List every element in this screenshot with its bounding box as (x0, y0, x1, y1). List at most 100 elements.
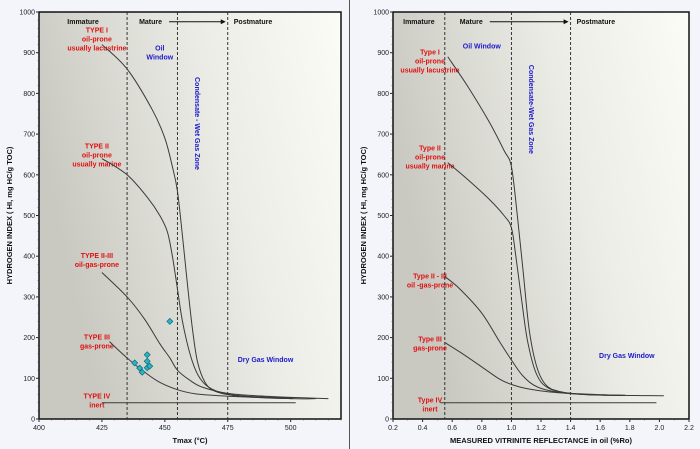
sample-point (146, 362, 154, 370)
y-tick-label: 0 (31, 417, 35, 424)
evolution-curve-type-iii (444, 342, 626, 396)
kerogen-type-label: TYPE II-III oil-gas-prone (75, 253, 119, 269)
x-tick-label: 500 (285, 425, 297, 432)
window-label-condensate-wet-gas-zone: Condensate - Wet Gas Zone (193, 77, 200, 170)
y-axis-label: HYDROGEN INDEX ( HI, mg HC/g TOC) (359, 146, 368, 284)
y-axis-label: HYDROGEN INDEX ( HI, mg HC/g TOC) (5, 146, 14, 284)
kerogen-type-label-line: Type II (419, 145, 441, 152)
sample-point (143, 357, 151, 365)
zone-label-postmature: Postmature (577, 19, 616, 26)
kerogen-type-label: Type II - III oil -gas-prone (407, 274, 453, 290)
kerogen-type-label-line: oil-prone (415, 59, 445, 66)
y-tick-label: 300 (377, 294, 389, 301)
x-tick-label: 2.2 (684, 425, 694, 432)
chart-tmax: 0 100 200 300 400 500 600 700 800 900 1000 400 425 45… (5, 10, 342, 445)
arrow-head-icon (220, 19, 226, 25)
window-label-oil-window: Oil Window (146, 46, 173, 62)
sample-point (131, 359, 139, 367)
kerogen-type-label-line: usually lacustrine (67, 45, 126, 52)
kerogen-type-label-line: oil-prone (82, 152, 112, 159)
kerogen-type-label: TYPE I oil-prone usually lacustrine (67, 27, 126, 52)
kerogen-type-label-line: inert (422, 407, 438, 414)
x-tick-label: 0.4 (418, 425, 428, 432)
y-tick-label: 100 (377, 376, 389, 383)
sample-point (143, 351, 151, 359)
x-tick-label: 400 (33, 425, 45, 432)
y-tick-label: 300 (23, 294, 35, 301)
kerogen-type-label: Type I oil-prone usually lacustrine (400, 50, 459, 75)
kerogen-type-label-line: usually marine (72, 161, 121, 168)
kerogen-type-label-line: Type IV (418, 398, 443, 405)
chart-ro: 0 100 200 300 400 500 600 700 800 900 1000 0.2 0.4 0.… (359, 10, 694, 446)
y-tick-label: 200 (23, 335, 35, 342)
x-tick-label: 0.8 (477, 425, 487, 432)
sample-point (136, 364, 144, 372)
x-tick-label: 1.0 (507, 425, 517, 432)
x-tick-label: 0.2 (388, 425, 398, 432)
kerogen-type-label: Type IV inert (418, 398, 443, 414)
kerogen-type-label: Type III gas-prone (413, 337, 447, 353)
x-tick-label: 0.6 (447, 425, 457, 432)
kerogen-type-label-line: gas-prone (413, 346, 447, 353)
window-label-line: Oil (155, 46, 164, 53)
window-label-line: Oil Window (463, 44, 502, 51)
x-tick-label: 1.8 (625, 425, 635, 432)
panel-separator (349, 0, 350, 449)
kerogen-type-label-line: TYPE IV (83, 394, 110, 401)
kerogen-type-label: Type II oil-prone usually marine (405, 145, 454, 170)
window-label-condensate-wet-gas-zone: Condensate-Wet Gas Zone (527, 65, 534, 154)
kerogen-type-label-line: Type I (420, 50, 440, 57)
y-tick-label: 700 (377, 132, 389, 139)
window-label-dry-gas-window: Dry Gas Window (238, 357, 294, 364)
x-axis-label: MEASURED VITRINITE REFLECTANCE in oil (%… (450, 436, 632, 445)
kerogen-type-label-line: TYPE II (85, 143, 109, 150)
sample-point (166, 317, 174, 325)
x-tick-label: 475 (222, 425, 234, 432)
kerogen-type-label-line: TYPE III (84, 335, 110, 342)
y-tick-label: 200 (377, 335, 389, 342)
zone-label-postmature: Postmature (234, 19, 273, 26)
y-tick-label: 900 (23, 50, 35, 57)
kerogen-type-label-line: TYPE I (86, 27, 108, 34)
kerogen-type-label-line: oil -gas-prone (407, 283, 453, 290)
window-label-line: Dry Gas Window (238, 357, 294, 364)
kerogen-type-label-line: oil-prone (82, 36, 112, 43)
x-tick-label: 425 (96, 425, 108, 432)
y-tick-label: 500 (23, 213, 35, 220)
y-tick-label: 100 (23, 376, 35, 383)
kerogen-type-label-line: gas-prone (80, 344, 114, 351)
window-label-oil-window: Oil Window (463, 44, 502, 51)
kerogen-type-label: TYPE IV inert (83, 394, 110, 410)
x-tick-label: 1.6 (595, 425, 605, 432)
kerogen-type-label-line: TYPE II-III (81, 253, 113, 260)
window-label-dry-gas-window: Dry Gas Window (599, 353, 655, 360)
plot-area (38, 11, 342, 420)
kerogen-type-label-line: oil-prone (415, 154, 445, 161)
y-tick-label: 600 (377, 172, 389, 179)
sample-point (138, 368, 146, 376)
plot-area (392, 11, 690, 420)
y-tick-label: 400 (23, 254, 35, 261)
zone-label-immature: Immature (403, 19, 435, 26)
y-tick-label: 1000 (19, 10, 35, 17)
y-tick-label: 800 (23, 91, 35, 98)
kerogen-type-label-line: oil-gas-prone (75, 262, 119, 269)
y-tick-label: 800 (377, 91, 389, 98)
x-tick-label: 1.2 (536, 425, 546, 432)
kerogen-type-label-line: inert (89, 403, 105, 410)
kerogen-type-label-line: Type II - III (413, 274, 447, 281)
x-tick-label: 1.4 (566, 425, 576, 432)
kerogen-type-label-line: usually marine (405, 163, 454, 170)
evolution-curve-type-ii-iii (101, 272, 329, 400)
kerogen-type-label-line: Type III (418, 337, 442, 344)
y-tick-label: 0 (385, 417, 389, 424)
y-tick-label: 500 (377, 213, 389, 220)
arrow-head-icon (563, 19, 569, 25)
y-tick-label: 400 (377, 254, 389, 261)
x-tick-label: 450 (159, 425, 171, 432)
y-tick-label: 700 (23, 132, 35, 139)
window-label-line: Dry Gas Window (599, 353, 655, 360)
zone-label-mature: Mature (139, 19, 162, 26)
y-tick-label: 900 (377, 50, 389, 57)
zone-label-immature: Immature (67, 19, 99, 26)
